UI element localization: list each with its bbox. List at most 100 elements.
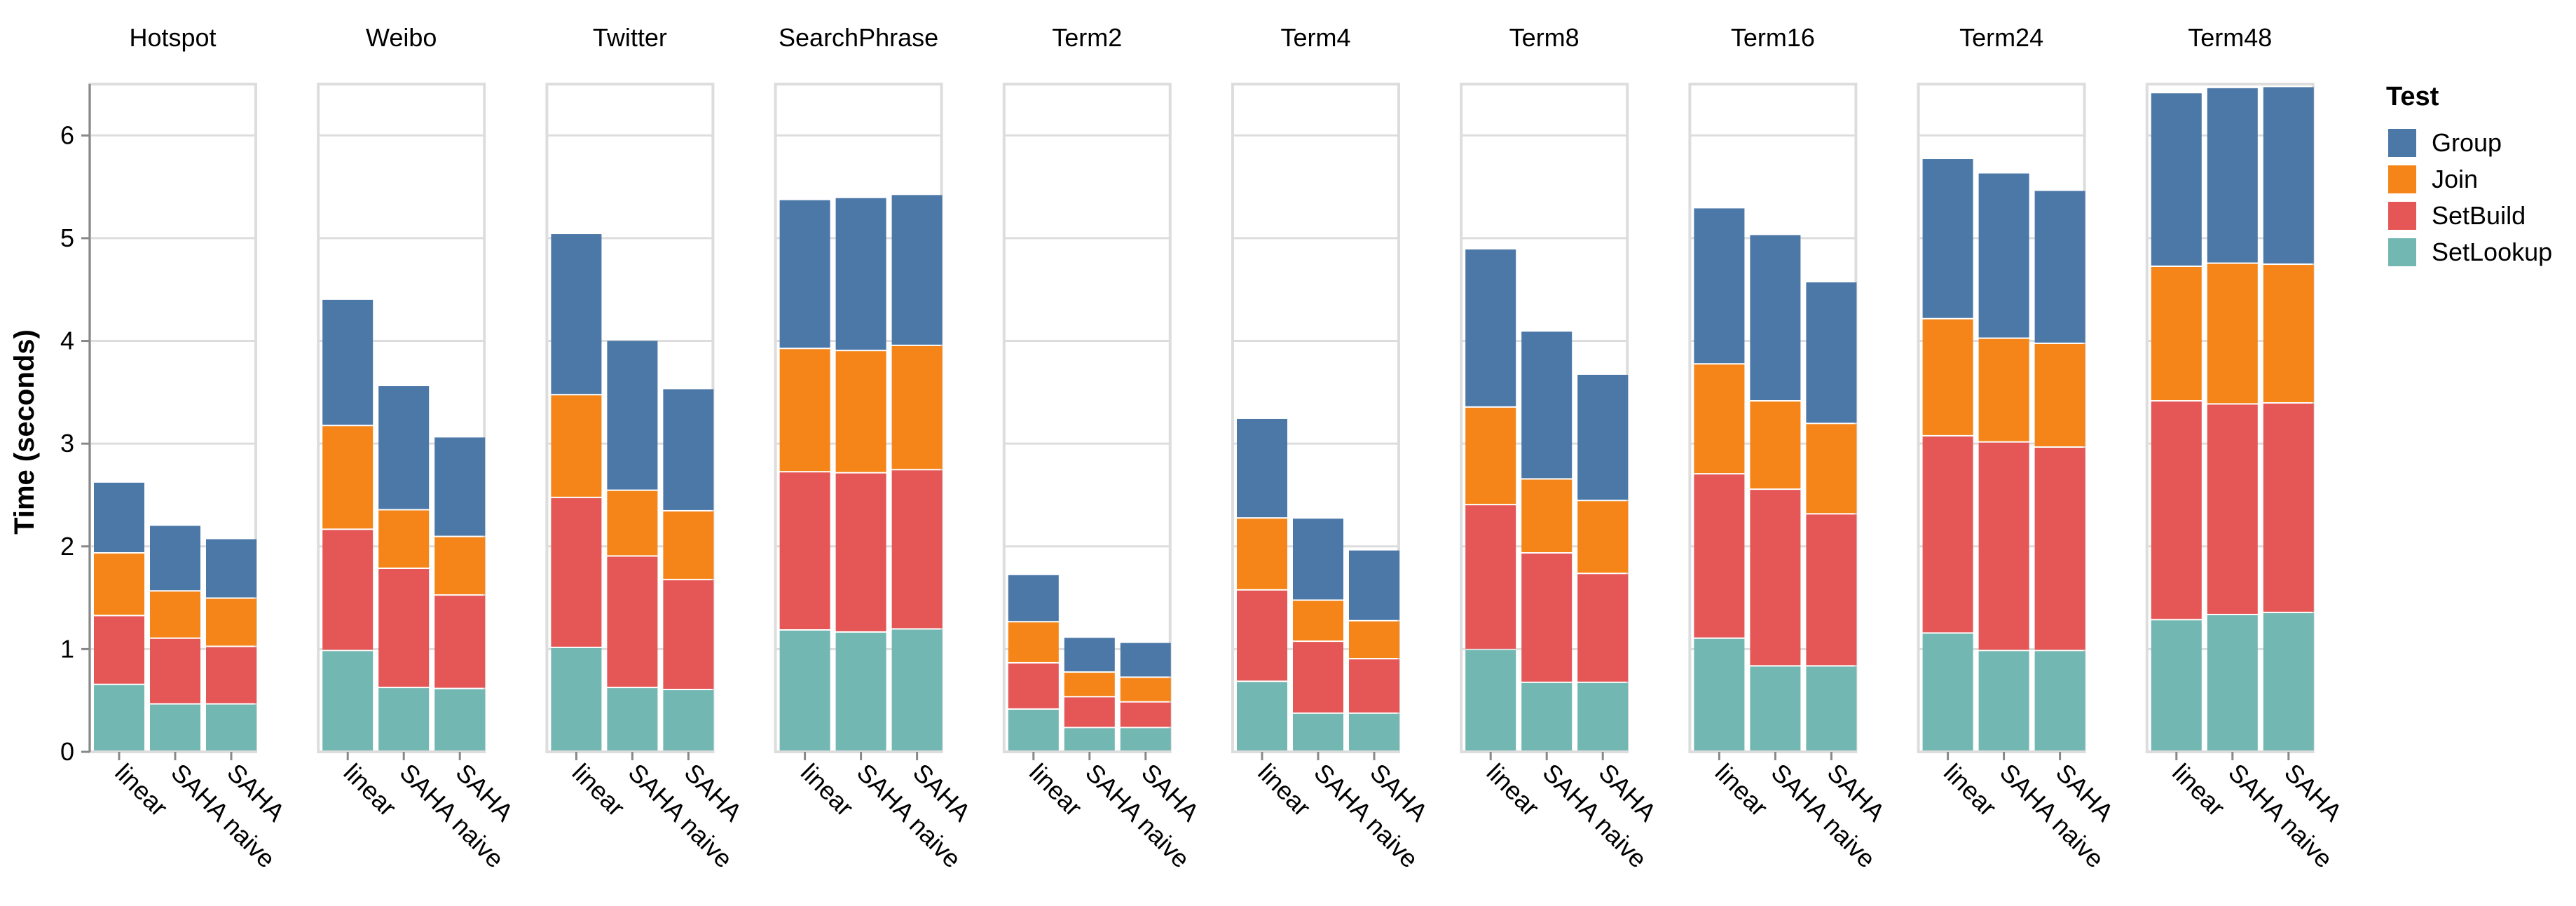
bar-segment-setbuild (1008, 663, 1059, 708)
bar-segment-setlookup (1064, 728, 1115, 750)
bar-segment-setlookup (2263, 613, 2314, 750)
x-tick-label: linear (1252, 758, 1316, 822)
bar-segment-setbuild (1922, 436, 1973, 633)
bar-segment-group (1008, 575, 1059, 622)
bar-segment-group (1750, 235, 1801, 401)
x-tick-label: linear (795, 758, 859, 822)
bar-segment-setbuild (1694, 474, 1745, 638)
bar-segment-setlookup (1008, 709, 1059, 750)
bar-segment-setbuild (663, 580, 714, 689)
bar-segment-setlookup (1465, 650, 1516, 750)
legend-label-setlookup: SetLookup (2432, 238, 2552, 266)
bar-segment-setbuild (2207, 404, 2258, 615)
bar-segment-join (1922, 319, 1973, 435)
bar-segment-setlookup (94, 685, 144, 750)
bar-segment-group (2151, 93, 2202, 266)
panel-frame (317, 83, 486, 753)
bar-segment-join (1120, 678, 1171, 701)
bar-segment-join (1750, 401, 1801, 489)
bar-segment-setbuild (1293, 642, 1343, 713)
bar-segment-join (551, 395, 602, 497)
bar-segment-group (2034, 191, 2085, 343)
bar-segment-setbuild (1978, 442, 2029, 650)
bar-segment-setbuild (94, 616, 144, 684)
bar-segment-setbuild (1120, 702, 1171, 727)
x-tick-label: linear (567, 758, 631, 822)
bar-segment-setbuild (1577, 574, 1629, 682)
bar-segment-join (1293, 600, 1343, 641)
bar-segment-setbuild (835, 473, 886, 631)
bar-segment-group (1293, 519, 1343, 600)
y-tick-label: 5 (60, 224, 74, 252)
y-tick-label: 0 (60, 737, 74, 766)
bar-segment-setlookup (1806, 666, 1857, 750)
bar-segment-setbuild (1064, 697, 1115, 727)
bar-segment-join (1577, 501, 1629, 573)
bar-segment-setlookup (1120, 728, 1171, 750)
bar-segment-join (1521, 479, 1573, 553)
bar-segment-setlookup (779, 630, 830, 750)
bar-segment-group (1806, 282, 1857, 423)
bar-segment-setlookup (1349, 713, 1399, 750)
x-tick-label: linear (109, 758, 173, 822)
bar-segment-setlookup (1237, 682, 1287, 750)
bar-segment-join (779, 349, 830, 472)
bar-segment-join (1064, 673, 1115, 696)
bar-segment-join (663, 511, 714, 579)
bar-segment-group (607, 341, 658, 490)
panel-frame (1002, 83, 1172, 753)
bar-segment-join (1806, 424, 1857, 514)
panel-title: Term8 (1509, 23, 1580, 52)
bar-segment-setbuild (1806, 514, 1857, 666)
bar-segment-setbuild (150, 638, 200, 703)
legend-label-group: Group (2432, 128, 2502, 157)
bar-segment-setlookup (378, 688, 430, 750)
panel-title: SearchPhrase (779, 23, 938, 52)
bar-segment-join (1978, 338, 2029, 441)
bar-segment-group (1237, 418, 1287, 518)
bar-segment-group (1064, 638, 1115, 672)
legend-swatch-setlookup (2388, 238, 2416, 266)
bar-segment-join (2151, 266, 2202, 401)
bar-segment-setbuild (1465, 505, 1516, 649)
x-tick-label: linear (2167, 758, 2231, 822)
bar-segment-setbuild (1349, 659, 1399, 713)
legend-swatch-group (2388, 129, 2416, 157)
bar-segment-setlookup (1577, 682, 1629, 750)
bar-segment-setbuild (779, 472, 830, 629)
legend-title: Test (2386, 82, 2439, 111)
bar-segment-setlookup (1293, 713, 1343, 750)
bar-segment-group (94, 482, 144, 553)
bar-segment-group (551, 234, 602, 394)
bar-segment-join (835, 351, 886, 472)
bar-segment-setbuild (206, 647, 256, 703)
bar-segment-join (434, 537, 486, 595)
panel-title: Term2 (1052, 23, 1122, 52)
legend-swatch-setbuild (2388, 202, 2416, 230)
legend-label-setbuild: SetBuild (2432, 201, 2526, 230)
bar-segment-group (206, 539, 256, 598)
bar-segment-join (1008, 622, 1059, 662)
bar-segment-group (150, 526, 200, 591)
bar-segment-group (434, 437, 486, 536)
x-tick-label: linear (1481, 758, 1545, 822)
bar-segment-join (891, 345, 943, 469)
y-tick-label: 4 (60, 327, 74, 355)
bar-segment-group (1349, 550, 1399, 620)
bar-segment-setlookup (2034, 651, 2085, 750)
bar-segment-setlookup (1750, 666, 1801, 750)
bar-segment-setbuild (2034, 448, 2085, 650)
bar-segment-group (2207, 88, 2258, 263)
bar-segment-setlookup (835, 632, 886, 750)
bar-segment-setbuild (891, 470, 943, 629)
y-axis-label: Time (seconds) (9, 329, 40, 535)
bar-segment-setlookup (1922, 633, 1973, 750)
